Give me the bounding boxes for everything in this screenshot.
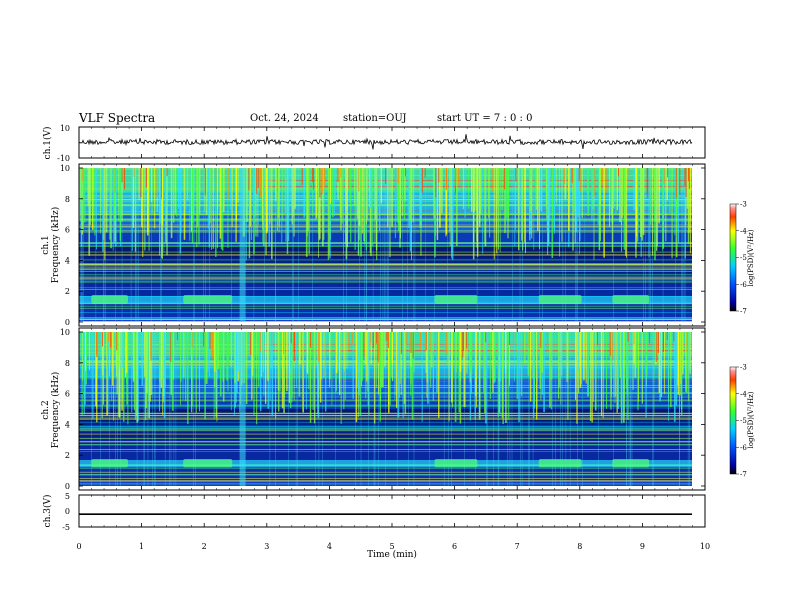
x-tick-label: 8 bbox=[577, 542, 582, 551]
colorbar-tick-label: -4 bbox=[740, 390, 747, 398]
ch1-waveform-line bbox=[78, 134, 693, 150]
burst-event bbox=[239, 332, 246, 486]
spectral-band bbox=[79, 257, 692, 273]
emission-patch bbox=[183, 459, 233, 468]
freq-tick-label: 2 bbox=[65, 287, 70, 296]
emission-patch bbox=[612, 295, 650, 304]
x-tick-label: 0 bbox=[76, 542, 81, 551]
ch2-colorbar-label: log(PSD)(V²/Hz) bbox=[747, 391, 755, 448]
emission-patch bbox=[612, 459, 650, 468]
ch1-colorbar-label: log(PSD)(V²/Hz) bbox=[747, 229, 755, 286]
ch1-ytick-bottom: -10 bbox=[57, 154, 70, 163]
freq-tick-label: 4 bbox=[65, 420, 70, 429]
ch2-spectrogram-image bbox=[79, 332, 692, 486]
freq-tick-label: 10 bbox=[60, 328, 70, 337]
ch1-colorbar bbox=[729, 203, 737, 312]
emission-patch bbox=[434, 295, 478, 304]
ch1-ylabel: ch.1(V) bbox=[42, 127, 53, 160]
ch3-ytick-top: 5 bbox=[65, 492, 70, 501]
start-ut-label: start UT = 7 : 0 : 0 bbox=[437, 113, 533, 124]
freq-tick-label: 0 bbox=[65, 482, 70, 491]
colorbar-tick-label: -6 bbox=[740, 444, 747, 452]
x-tick-label: 5 bbox=[389, 542, 394, 551]
freq-tick-label: 6 bbox=[65, 390, 70, 399]
chart-title: VLF Spectra bbox=[79, 111, 156, 125]
ch1-spec-ylabel-freq: Frequency (kHz) bbox=[50, 207, 61, 284]
x-axis-label: Time (min) bbox=[367, 549, 417, 560]
station-label: station=OUJ bbox=[343, 113, 407, 124]
colorbar-tick-label: -5 bbox=[740, 417, 747, 425]
ch3-ytick-bottom: -5 bbox=[62, 523, 70, 532]
ch1-colorbar-ticks: -3 -4 -5 -6 -7 bbox=[736, 201, 747, 316]
freq-tick-label: 8 bbox=[65, 359, 70, 368]
ch1-ytick-top: 10 bbox=[60, 124, 70, 133]
x-tick-label: 7 bbox=[515, 542, 520, 551]
ch1-spec-ylabel-ch: ch.1 bbox=[41, 235, 51, 254]
spectral-band bbox=[79, 303, 692, 318]
x-tick-label: 2 bbox=[202, 542, 207, 551]
ch2-colorbar-ticks: -3 -4 -5 -6 -7 bbox=[736, 364, 747, 479]
x-tick-label: 9 bbox=[640, 542, 645, 551]
colorbar-tick-label: -4 bbox=[740, 227, 747, 235]
x-axis-ticks: 0 1 2 3 4 5 6 7 8 9 10 bbox=[76, 127, 710, 551]
ch3-ylabel: ch.3(V) bbox=[42, 495, 53, 528]
freq-tick-label: 8 bbox=[65, 195, 70, 204]
freq-tick-label: 10 bbox=[60, 164, 70, 173]
freq-tick-label: 4 bbox=[65, 256, 70, 265]
ch2-spec-ylabel-freq: Frequency (kHz) bbox=[50, 372, 61, 449]
freq-tick-label: 2 bbox=[65, 451, 70, 460]
ch3-ytick-mid: 0 bbox=[65, 507, 70, 516]
colorbar-tick-label: -7 bbox=[740, 308, 747, 316]
spectral-band bbox=[79, 295, 692, 304]
x-tick-label: 6 bbox=[452, 542, 457, 551]
colorbar-tick-label: -3 bbox=[740, 201, 747, 209]
ch2-spec-ylabel-ch: ch.2 bbox=[41, 400, 51, 419]
x-tick-label: 4 bbox=[327, 542, 332, 551]
spectral-band bbox=[79, 272, 692, 296]
x-tick-label: 10 bbox=[700, 542, 710, 551]
emission-patch bbox=[538, 295, 582, 304]
x-tick-label: 3 bbox=[264, 542, 269, 551]
colorbar-tick-label: -6 bbox=[740, 281, 747, 289]
ch1-spec-yticks: 0 2 4 6 8 10 bbox=[60, 164, 705, 327]
colorbar-tick-label: -3 bbox=[740, 364, 747, 372]
freq-tick-label: 6 bbox=[65, 226, 70, 235]
emission-patch bbox=[434, 459, 478, 468]
colorbar-tick-label: -5 bbox=[740, 254, 747, 262]
burst-event bbox=[239, 168, 246, 322]
ch1-spectrogram-image bbox=[79, 168, 692, 322]
spectral-band bbox=[79, 245, 692, 258]
spectral-band bbox=[79, 232, 692, 245]
freq-tick-label: 0 bbox=[65, 318, 70, 327]
emission-patch bbox=[91, 295, 129, 304]
emission-patch bbox=[538, 459, 582, 468]
date-label: Oct. 24, 2024 bbox=[250, 113, 319, 124]
emission-patch bbox=[91, 459, 129, 468]
ch2-spec-yticks: 0 2 4 6 8 10 bbox=[60, 328, 705, 491]
colorbar-tick-label: -7 bbox=[740, 471, 747, 479]
x-tick-label: 1 bbox=[139, 542, 144, 551]
emission-patch bbox=[183, 295, 233, 304]
ch2-colorbar bbox=[729, 366, 737, 475]
